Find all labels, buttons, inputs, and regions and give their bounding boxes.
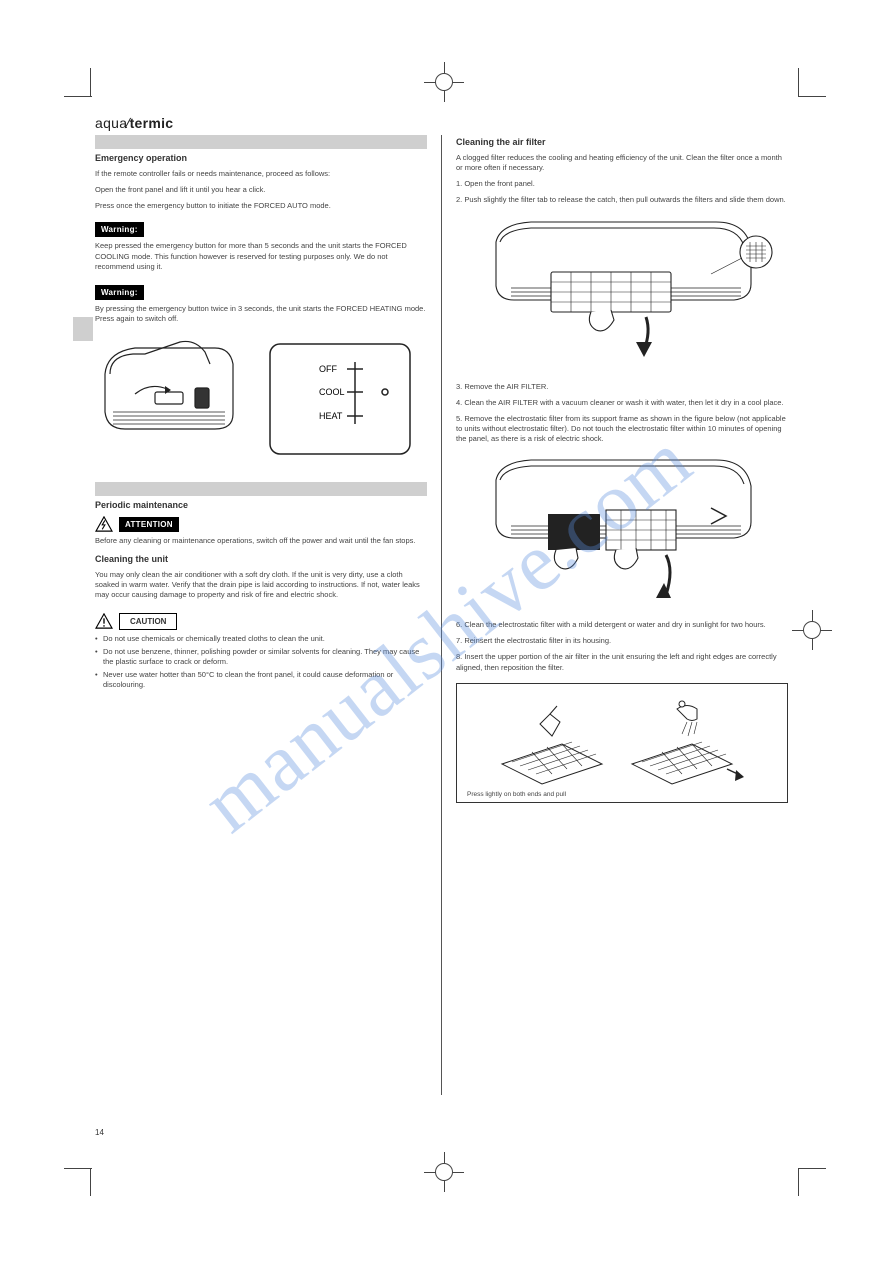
brand-logo: aqua/termic xyxy=(95,115,795,131)
crop-mark xyxy=(90,1168,91,1196)
emergency-p1: If the remote controller fails or needs … xyxy=(95,169,427,179)
crop-mark xyxy=(798,1168,826,1169)
attention-text: Before any cleaning or maintenance opera… xyxy=(95,536,427,546)
left-column: Emergency operation If the remote contro… xyxy=(95,135,441,1125)
shock-icon xyxy=(95,516,113,532)
warning-label-1: Warning: xyxy=(95,222,144,237)
brand-part1: aqua xyxy=(95,115,127,131)
emergency-p2: Open the front panel and lift it until y… xyxy=(95,185,427,195)
step-3: 3. Remove the AIR FILTER. xyxy=(456,382,788,392)
step-2: 2. Push slightly the filter tab to relea… xyxy=(456,195,788,205)
crop-mark xyxy=(798,1168,799,1196)
caution-item: Do not use chemicals or chemically treat… xyxy=(95,634,427,644)
section-bar xyxy=(95,135,427,149)
right-column: Cleaning the air filter A clogged filter… xyxy=(442,135,788,1125)
caution-item: Do not use benzene, thinner, polishing p… xyxy=(95,647,427,667)
emergency-p3: Press once the emergency button to initi… xyxy=(95,201,427,211)
warning-text-1: Keep pressed the emergency button for mo… xyxy=(95,241,427,271)
step-1: 1. Open the front panel. xyxy=(456,179,788,189)
fig-heat-label: HEAT xyxy=(319,411,343,421)
warning-label-2: Warning: xyxy=(95,285,144,300)
crop-mark xyxy=(798,68,799,96)
caution-label: CAUTION xyxy=(119,613,177,630)
filter-intro: A clogged filter reduces the cooling and… xyxy=(456,153,788,173)
step-6: 6. Clean the electrostatic filter with a… xyxy=(456,620,788,630)
brand-part2: termic xyxy=(130,115,174,131)
step-8: 8. Insert the upper portion of the air f… xyxy=(456,652,788,672)
section-bar xyxy=(95,482,427,496)
crop-mark xyxy=(64,1168,92,1169)
step-7: 7. Reinsert the electrostatic filter in … xyxy=(456,636,788,646)
filter-insert-figure xyxy=(456,450,788,620)
cleaning-unit-title: Cleaning the unit xyxy=(95,554,427,564)
figure-hint: Press lightly on both ends and pull xyxy=(467,791,567,798)
step-4: 4. Clean the AIR FILTER with a vacuum cl… xyxy=(456,398,788,408)
filter-clean-figure: Press lightly on both ends and pull xyxy=(456,683,788,803)
filter-title: Cleaning the air filter xyxy=(456,137,788,147)
filter-remove-figure xyxy=(456,212,788,382)
step-5: 5. Remove the electrostatic filter from … xyxy=(456,414,788,444)
crop-mark xyxy=(798,96,826,97)
cleaning-unit-text: You may only clean the air conditioner w… xyxy=(95,570,427,600)
crop-mark xyxy=(64,96,92,97)
page-number: 14 xyxy=(95,1128,104,1137)
page-tab xyxy=(73,317,93,341)
fig-off-label: OFF xyxy=(319,364,337,374)
attention-label: ATTENTION xyxy=(119,517,179,532)
warning-text-2: By pressing the emergency button twice i… xyxy=(95,304,427,324)
crop-mark xyxy=(90,68,91,96)
emergency-figure: OFF COOL HEAT xyxy=(95,334,427,464)
fig-cool-label: COOL xyxy=(319,387,345,397)
caution-icon xyxy=(95,613,113,629)
caution-item: Never use water hotter than 50°C to clea… xyxy=(95,670,427,690)
emergency-title: Emergency operation xyxy=(95,153,427,163)
maintenance-title: Periodic maintenance xyxy=(95,500,427,510)
